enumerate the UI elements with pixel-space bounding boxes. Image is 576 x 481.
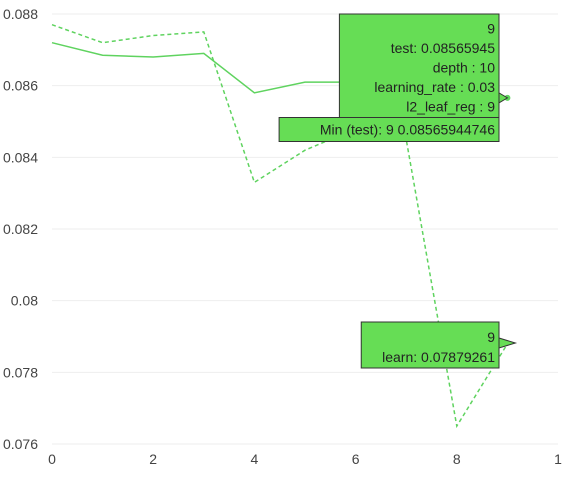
y-tick-label: 0.088 — [3, 6, 38, 22]
y-tick-label: 0.084 — [3, 149, 38, 165]
tooltip-layer: 9 test: 0.08565945 depth : 10 learning_rate… — [278, 13, 518, 369]
axis-layer: 0.076 0.078 0.08 0.082 0.084 0.086 0.088 0 2 4 6 8 1 — [3, 6, 562, 467]
y-tick-label: 0.078 — [3, 364, 38, 380]
learn-series-line — [51, 23, 509, 429]
y-tick-label: 0.076 — [3, 436, 38, 452]
min-test-label: Min (test): 9 0.08565944746 — [320, 122, 495, 138]
hover-tooltip-test-box — [338, 13, 500, 118]
min-test-box — [278, 117, 500, 142]
x-tick-label: 8 — [453, 451, 461, 467]
x-tick-label: 2 — [149, 451, 157, 467]
hover-tooltip-test: 9 test: 0.08565945 depth : 10 learning_rate… — [278, 13, 509, 142]
x-tick-label: 4 — [251, 451, 259, 467]
hover-tooltip-learn: 9 learn: 0.07879261 — [360, 321, 518, 369]
hover-tooltip-test-line: test: 0.08565945 — [391, 40, 496, 56]
y-tick-label: 0.086 — [3, 78, 38, 94]
hover-tooltip-test-line: 9 — [487, 21, 495, 37]
hover-tooltip-test-pointer — [498, 91, 509, 104]
y-tick-label: 0.08 — [11, 293, 38, 309]
hover-tooltip-learn-pointer — [498, 337, 518, 349]
x-tick-label: 1 — [554, 451, 562, 467]
grid-layer — [52, 13, 558, 445]
hover-tooltip-test-line: depth : 10 — [433, 60, 495, 76]
hover-tooltip-test-line: learning_rate : 0.03 — [374, 79, 495, 95]
hover-tooltip-learn-line: learn: 0.07879261 — [382, 349, 495, 365]
x-tick-label: 6 — [352, 451, 360, 467]
hover-tooltip-learn-line: 9 — [487, 329, 495, 345]
hover-tooltip-test-line: l2_leaf_reg : 9 — [406, 99, 495, 115]
y-tick-label: 0.082 — [3, 221, 38, 237]
x-tick-label: 0 — [48, 451, 56, 467]
